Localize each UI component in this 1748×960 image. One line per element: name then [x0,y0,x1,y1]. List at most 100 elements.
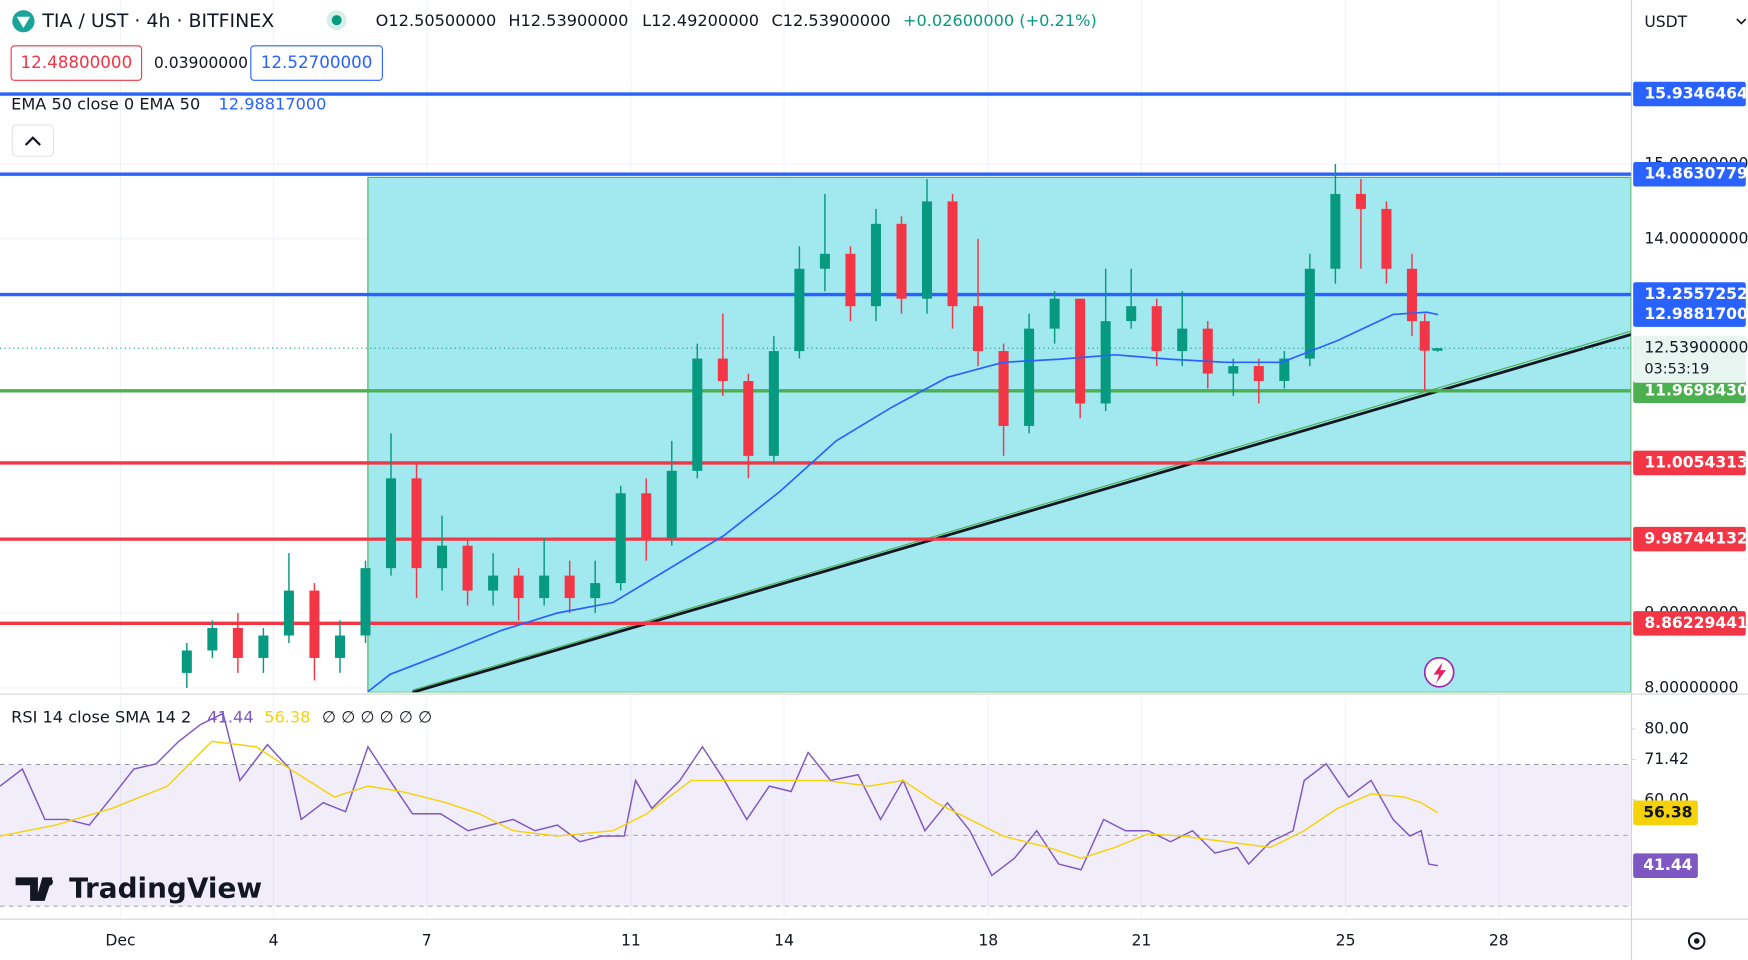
price-plot [181,163,1443,693]
candle-body [590,583,601,599]
candle-body [947,201,958,307]
range-rectangle[interactable] [367,176,1631,693]
candle-body [921,201,933,299]
level-label: 11.96984302 [1644,381,1748,399]
axis-labels: 15.93464642 14.86307794 13.25572521 11.9698… [1633,81,1748,878]
x-tick-label: 28 [1489,931,1509,949]
candle-body [794,268,805,352]
candle-body [232,628,243,658]
level-label-box [1633,450,1746,476]
brand-logo-dot [45,877,53,886]
level-label: 14.86307794 [1644,165,1748,183]
settings-icon[interactable] [1687,932,1706,950]
x-tick-label: 11 [621,931,641,949]
level-label-box [1633,378,1746,404]
candle-body [258,635,269,658]
brand-name[interactable]: TradingView [69,872,262,905]
level-label: 8.86229441 [1644,614,1748,632]
candle-body [1202,328,1213,374]
candle-body [283,590,294,636]
rsi-last-label: 56.38 [1643,803,1692,821]
candle-body [1126,306,1137,322]
collapse-icon [24,136,41,146]
sell-button[interactable] [10,45,143,81]
trend-line[interactable] [412,333,1631,693]
ema-legend-value: 12.98817000 [219,94,327,113]
x-tick-label: 7 [422,931,432,949]
spread: 0.03900000 [154,54,248,72]
series-line [0,712,1439,877]
candle-body [819,253,830,269]
level-label-box [1633,81,1746,107]
x-tick-label: 21 [1131,931,1151,949]
level-label: 15.93464642 [1644,85,1748,103]
rsi-last-box [1633,853,1698,878]
candle-body [1177,328,1188,352]
collapse-button[interactable] [11,124,55,157]
y-tick-label: 8.00000000 [1644,678,1738,696]
level-label: 11.00543138 [1644,453,1748,471]
candle-body [1279,358,1290,382]
drawings [367,176,1631,693]
level-label-box [1633,161,1746,187]
candle-body [1100,321,1111,404]
candle-body [768,351,779,456]
candle-body [1304,268,1315,359]
ohlc-high: H12.53900000 [508,11,628,30]
x-tick-label: 18 [978,931,998,949]
candle-body [1355,193,1366,209]
candle-body [207,628,218,651]
series-line [0,740,1439,860]
level-label-box [1633,526,1746,552]
series-line [367,311,1439,693]
ohlc-change: +0.02600000 (+0.21%) [903,11,1097,30]
candle-body [870,223,881,307]
alert-bolt [1433,662,1446,684]
candle-body [896,223,907,299]
rsi-legend[interactable]: RSI 14 close SMA 14 2 [11,708,191,727]
bid-price: 12.48800000 [21,52,133,72]
candle-body [615,493,626,584]
candle-body [1075,298,1086,404]
symbol-title[interactable]: TIA / UST · 4h · BITFINEX [41,10,274,32]
candle-body [334,635,345,658]
level-label-box [1633,611,1746,636]
candle-body [411,478,422,569]
candle-body [564,575,575,599]
level-label: 9.98744132 [1644,530,1748,548]
currency-caret [1736,18,1747,25]
ema-last-label: 12.98817000 [1644,305,1748,323]
candle-body [539,575,550,599]
candle-body [1381,208,1392,269]
ema-last-label-box [1633,302,1746,327]
rsi-sma-legend-value: 56.38 [264,708,310,727]
current-price-box [1633,335,1746,383]
candle-body [437,545,448,569]
settings-icon-center [1693,938,1700,944]
buy-button[interactable] [250,45,383,81]
candle-body [462,545,473,591]
rsi-last-label: 41.44 [1643,856,1692,874]
candle-body [1151,306,1162,352]
candle-body [386,478,397,569]
candle-body [1253,366,1264,382]
candle-body [1419,321,1430,351]
candle-body [1024,328,1035,426]
candle-body [360,568,371,636]
ohlc-open: O12.50500000 [376,11,497,30]
y-tick-label: 80.00 [1644,720,1689,738]
brand-logo [15,877,53,901]
rsi-placeholders: ∅ ∅ ∅ ∅ ∅ ∅ [322,708,432,727]
symbol-icon-mark [16,16,31,28]
candle-body [743,381,754,456]
x-tick-label: Dec [105,931,135,949]
rsi-plot [0,712,1631,907]
currency-select[interactable] [1636,4,1748,41]
candle-body [692,358,703,471]
ohlc-low: L12.49200000 [642,11,759,30]
candle-body [309,590,320,658]
candle-body [998,351,1009,426]
ema-legend[interactable]: EMA 50 close 0 EMA 50 [11,94,200,113]
candle-body [1228,366,1239,374]
